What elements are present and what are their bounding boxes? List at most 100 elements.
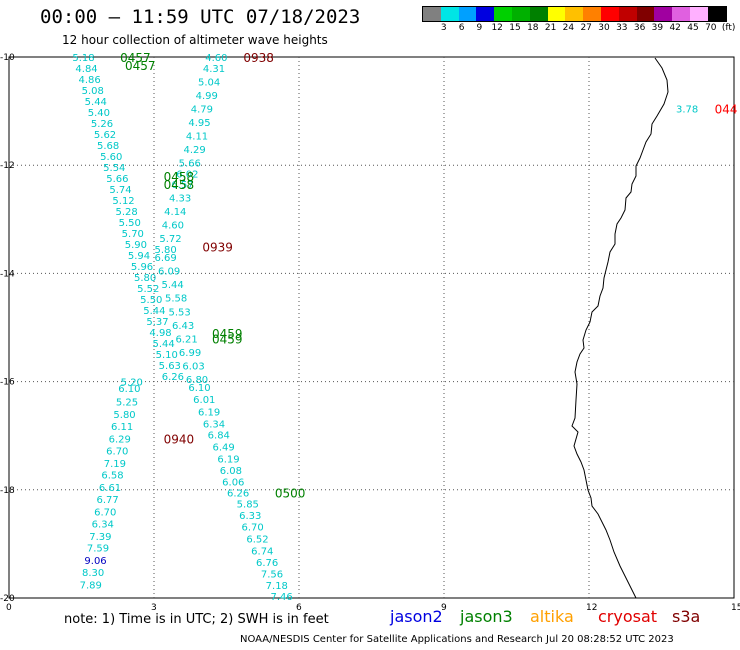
wave-height-value: 7.19 [104, 459, 126, 470]
wave-height-value: 4.95 [188, 118, 210, 129]
pass-time-label: 0500 [275, 487, 306, 501]
wave-height-value: 5.44 [161, 280, 183, 291]
wave-height-value: 5.44 [153, 339, 175, 350]
wave-height-value: 4.60 [162, 221, 184, 232]
wave-height-value: 5.50 [140, 295, 162, 306]
color-scale-swatch [458, 7, 477, 21]
color-scale-swatch [565, 7, 584, 21]
wave-height-value: 5.60 [100, 152, 122, 163]
wave-height-value: 7.56 [261, 570, 283, 581]
wave-height-value: 5.28 [116, 207, 138, 218]
wave-height-value: 6.19 [198, 407, 220, 418]
wave-height-value: 6.10 [118, 384, 140, 395]
pass-time-label: 0939 [202, 240, 233, 254]
wave-height-value: 6.80 [186, 375, 208, 386]
wave-height-value: 5.63 [159, 361, 181, 372]
wave-height-value: 7.39 [89, 532, 111, 543]
wave-height-value: 6.74 [251, 546, 273, 557]
color-scale-swatch [636, 7, 655, 21]
wave-height-value: 4.98 [149, 328, 171, 339]
wave-height-value: 6.26 [162, 372, 184, 383]
wave-height-value: 5.37 [146, 317, 168, 328]
wave-height-value: 4.14 [164, 207, 186, 218]
wave-height-value: 7.46 [271, 592, 293, 603]
wave-height-value: 5.66 [106, 174, 128, 185]
color-scale-label: 39 [651, 23, 664, 33]
wave-height-value: 6.61 [99, 483, 121, 494]
wave-height-value: 5.96 [131, 262, 153, 273]
wave-height-value: 4.60 [205, 53, 227, 64]
wave-height-value: 6.34 [92, 519, 114, 530]
color-scale-label: 36 [633, 23, 646, 33]
grid-lines [9, 57, 734, 598]
footer-credit: NOAA/NESDIS Center for Satellite Applica… [240, 634, 674, 645]
wave-height-value: 6.34 [203, 419, 225, 430]
color-scale-label: 18 [527, 23, 539, 33]
pass-time-label: 0459 [212, 332, 243, 346]
color-scale-swatch [689, 7, 708, 21]
color-scale-label: 33 [616, 23, 628, 33]
altimeter-track-east: 6.106.016.196.346.846.496.196.086.066.26… [155, 253, 293, 603]
wave-height-value: 5.08 [82, 86, 104, 97]
wave-height-value: 6.29 [109, 434, 131, 445]
wave-height-value: 4.33 [169, 194, 191, 205]
wave-height-value: 6.58 [101, 471, 123, 482]
wave-height-value: 6.26 [227, 489, 249, 500]
wave-height-value: 6.06 [222, 478, 244, 489]
pass-time-label: 0458 [164, 170, 195, 184]
wave-height-value: 5.90 [125, 240, 147, 251]
map-subtitle: 12 hour collection of altimeter wave hei… [62, 33, 328, 47]
color-scale-swatch [529, 7, 548, 21]
wave-height-value: 7.89 [80, 580, 102, 591]
color-scale-bar [422, 6, 727, 22]
color-scale-swatch [423, 7, 441, 21]
wave-height-value: 4.86 [79, 75, 101, 86]
color-scale-label: 21 [544, 23, 557, 33]
wave-height-value: 5.66 [179, 158, 201, 169]
satellite-legend-cryosat: cryosat [598, 607, 658, 626]
color-scale-label: 12 [491, 23, 503, 33]
pass-time-label: 044 [715, 102, 738, 116]
latitude-label: -12 [0, 161, 15, 171]
wave-height-value: 6.76 [256, 558, 278, 569]
wave-height-value: 6.99 [179, 348, 201, 359]
wave-height-value: 6.19 [217, 454, 239, 465]
color-scale-swatch [440, 7, 459, 21]
wave-height-value: 4.99 [196, 91, 218, 102]
color-scale-swatch [494, 7, 512, 21]
longitude-label: 3 [151, 603, 157, 613]
wave-height-value: 6.10 [188, 383, 210, 394]
wave-height-value: 6.01 [193, 395, 215, 406]
color-scale-labels: 3 6 9 12 15 18 21 24 27 30 33 36 39 42 45 70 (ft) [422, 23, 740, 35]
wave-height-value: 5.80 [155, 245, 177, 256]
wave-height-value: 6.33 [239, 511, 261, 522]
wave-height-value: 5.54 [103, 163, 125, 174]
latitude-label: -18 [0, 486, 15, 496]
wave-height-value: 6.49 [213, 443, 235, 454]
wave-height-value: 5.04 [198, 77, 220, 88]
coastline [571, 57, 669, 599]
footer-note: note: 1) Time is in UTC; 2) SWH is in fe… [64, 612, 329, 627]
altimeter-track-center: 4.604.315.044.994.794.954.114.295.666.02… [155, 53, 228, 256]
color-scale-label: 15 [509, 23, 521, 33]
pass-time-label: 0940 [164, 432, 195, 446]
wave-height-value: 5.18 [72, 53, 94, 64]
wave-height-value: 5.10 [156, 350, 178, 361]
wave-height-value: 5.72 [159, 234, 181, 245]
color-scale-label: 9 [476, 23, 483, 33]
wave-height-value: 6.08 [220, 466, 242, 477]
map-title: 00:00 – 11:59 UTC 07/18/2023 [40, 6, 361, 28]
color-scale-label: 24 [562, 23, 575, 33]
coastal-wave-value: 3.78 [676, 104, 698, 115]
altimeter-track-west-lower: 5.206.105.255.806.116.296.707.196.586.61… [80, 378, 143, 592]
map-frame [8, 56, 735, 599]
wave-height-value: 5.26 [91, 119, 113, 130]
color-scale-swatch [547, 7, 566, 21]
wave-height-value: 5.50 [119, 218, 141, 229]
pass-time-label: 0457 [120, 51, 151, 65]
pass-time-label: 0459 [212, 327, 243, 341]
wave-height-value: 6.03 [182, 361, 204, 372]
longitude-label: 9 [441, 603, 447, 613]
